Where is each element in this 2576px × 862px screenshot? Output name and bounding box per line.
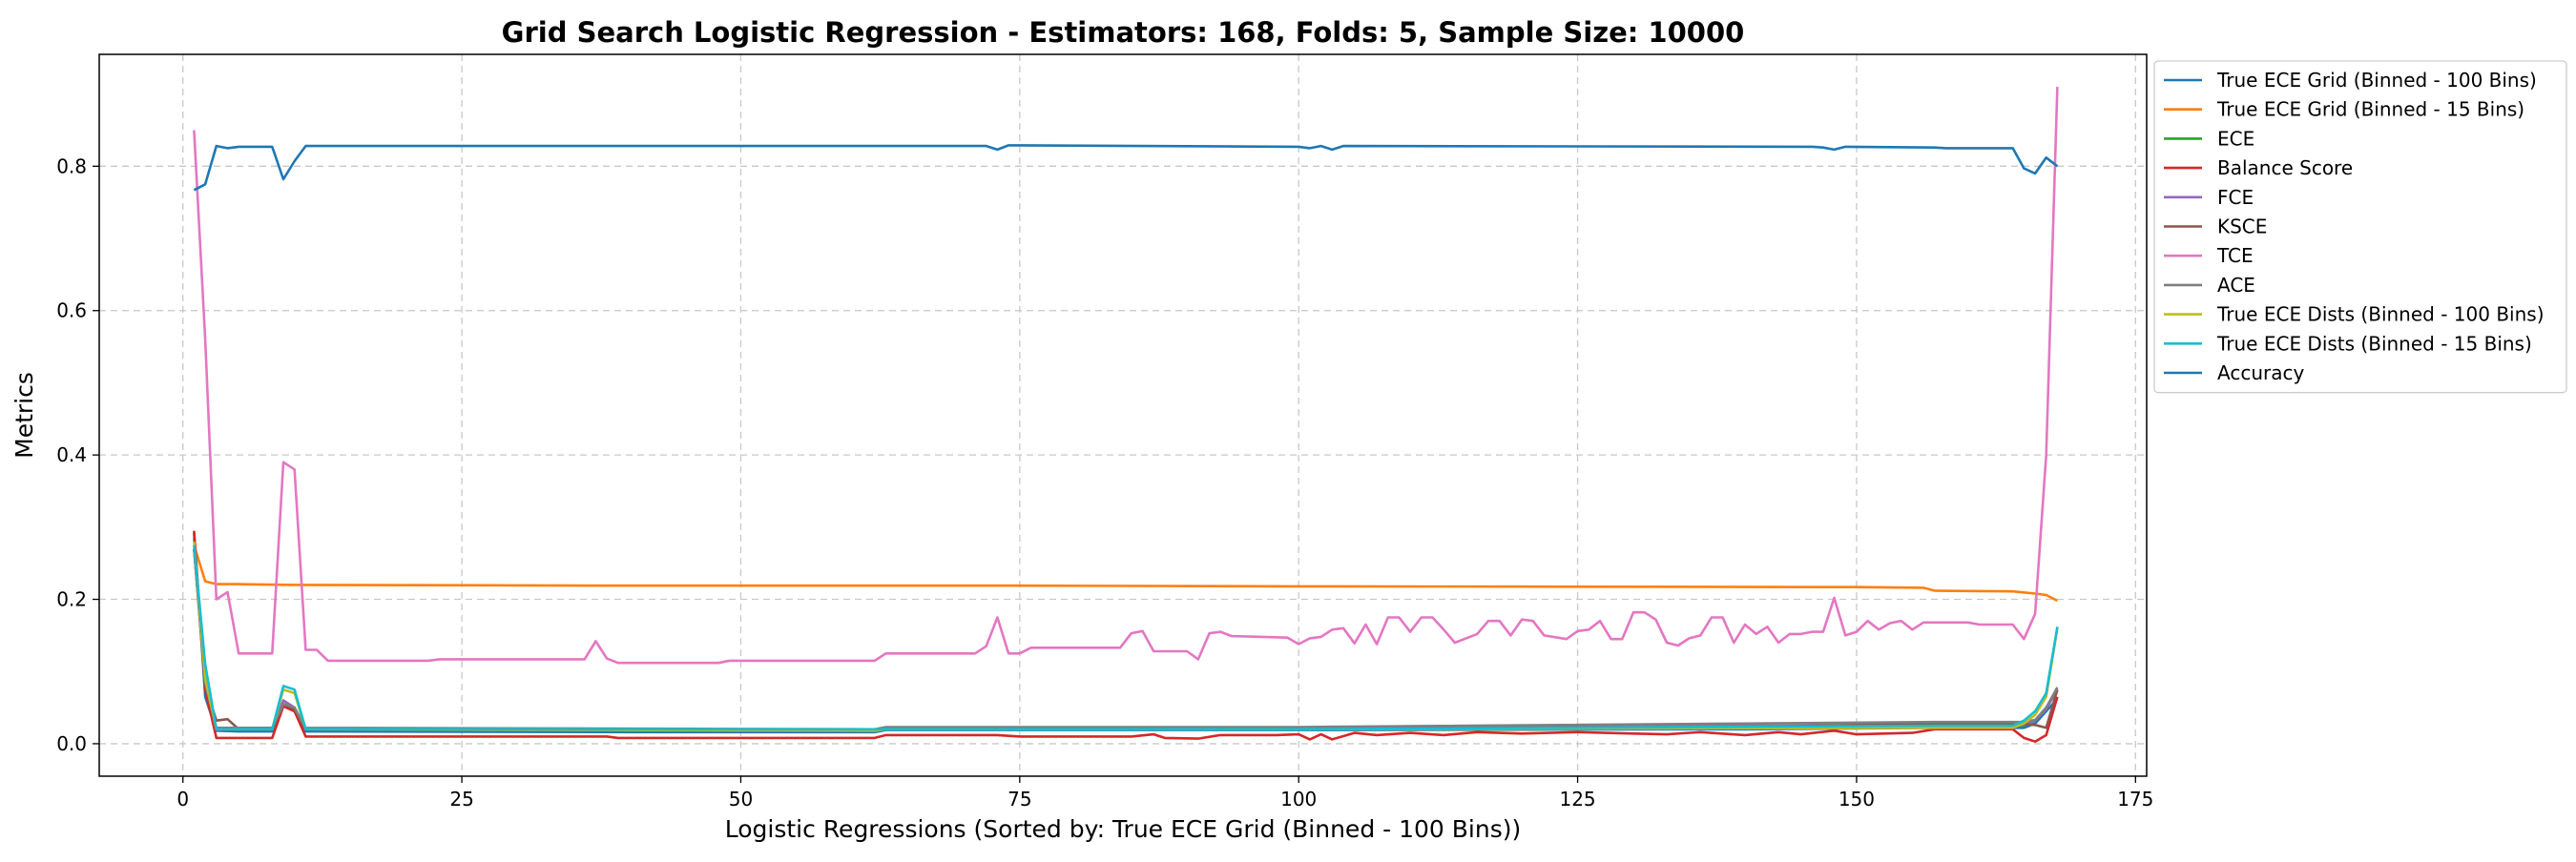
x-tick-label: 175: [2117, 788, 2153, 811]
legend-label: True ECE Dists (Binned - 15 Bins): [2216, 332, 2532, 355]
x-tick-label: 100: [1280, 788, 1317, 811]
y-tick-label: 0.8: [56, 154, 87, 177]
series-lines: [193, 87, 2059, 744]
series-line-1: [193, 532, 2059, 734]
legend-label: TCE: [2216, 244, 2254, 267]
y-tick-label: 0.6: [56, 299, 87, 322]
legend-label: Accuracy: [2217, 361, 2304, 384]
x-tick-label: 25: [449, 788, 473, 811]
x-tick-label: 125: [1559, 788, 1595, 811]
legend-label: ECE: [2217, 127, 2254, 150]
y-tick-label: 0.0: [56, 732, 87, 755]
y-axis-label: Metrics: [10, 372, 38, 459]
series-line-2: [193, 544, 2058, 603]
x-axis-label: Logistic Regressions (Sorted by: True EC…: [725, 815, 1522, 843]
legend-label: KSCE: [2217, 216, 2267, 238]
legend-label: True ECE Grid (Binned - 15 Bins): [2216, 98, 2524, 121]
y-tick-label: 0.2: [56, 588, 87, 611]
axis-ticks: 0 25 50 75 100 125 150 175 0.0 0.2 0.4 0.6 0.8: [56, 154, 2153, 811]
legend: True ECE Grid (Binned - 100 Bins) True EC…: [2153, 60, 2567, 394]
legend-label: Balance Score: [2217, 156, 2353, 179]
x-tick-label: 0: [177, 788, 189, 811]
plot-area-frame: [98, 53, 2148, 777]
x-tick-label: 150: [1839, 788, 1875, 811]
series-line-11: [193, 144, 2059, 192]
series-line-10: [193, 544, 2059, 731]
chart-title: Grid Search Logistic Regression - Estima…: [502, 16, 1745, 49]
x-tick-label: 75: [1008, 788, 1031, 811]
series-line-7: [193, 87, 2059, 665]
y-tick-label: 0.4: [56, 443, 87, 466]
legend-label: ACE: [2217, 274, 2255, 297]
legend-label: FCE: [2217, 186, 2254, 209]
x-tick-label: 50: [729, 788, 753, 811]
series-line-4: [193, 530, 2059, 744]
legend-label: True ECE Dists (Binned - 100 Bins): [2216, 303, 2545, 326]
legend-label: True ECE Grid (Binned - 100 Bins): [2216, 69, 2537, 92]
grid-lines: [99, 54, 2147, 776]
legend-box: [2153, 60, 2567, 394]
